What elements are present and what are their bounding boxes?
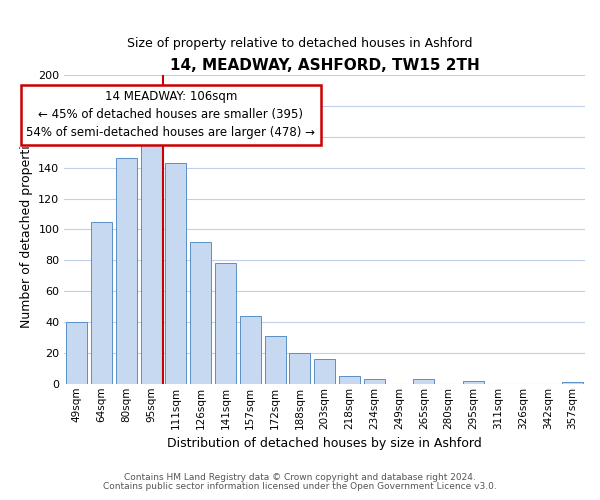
Bar	[562, 382, 583, 384]
Bar	[463, 380, 484, 384]
Bar	[265, 336, 286, 384]
Bar	[190, 242, 211, 384]
Text: Contains public sector information licensed under the Open Government Licence v3: Contains public sector information licen…	[103, 482, 497, 491]
Text: 14 MEADWAY: 106sqm
← 45% of detached houses are smaller (395)
54% of semi-detach: 14 MEADWAY: 106sqm ← 45% of detached hou…	[26, 90, 316, 140]
Bar	[314, 359, 335, 384]
Bar	[140, 142, 161, 384]
Bar	[116, 158, 137, 384]
Y-axis label: Number of detached properties: Number of detached properties	[20, 131, 33, 328]
Bar	[339, 376, 360, 384]
X-axis label: Distribution of detached houses by size in Ashford: Distribution of detached houses by size …	[167, 437, 482, 450]
Text: Size of property relative to detached houses in Ashford: Size of property relative to detached ho…	[127, 38, 473, 51]
Bar	[364, 379, 385, 384]
Bar	[66, 322, 87, 384]
Title: 14, MEADWAY, ASHFORD, TW15 2TH: 14, MEADWAY, ASHFORD, TW15 2TH	[170, 58, 479, 72]
Bar	[166, 163, 187, 384]
Bar	[215, 264, 236, 384]
Bar	[240, 316, 261, 384]
Bar	[289, 353, 310, 384]
Text: Contains HM Land Registry data © Crown copyright and database right 2024.: Contains HM Land Registry data © Crown c…	[124, 474, 476, 482]
Bar	[91, 222, 112, 384]
Bar	[413, 379, 434, 384]
